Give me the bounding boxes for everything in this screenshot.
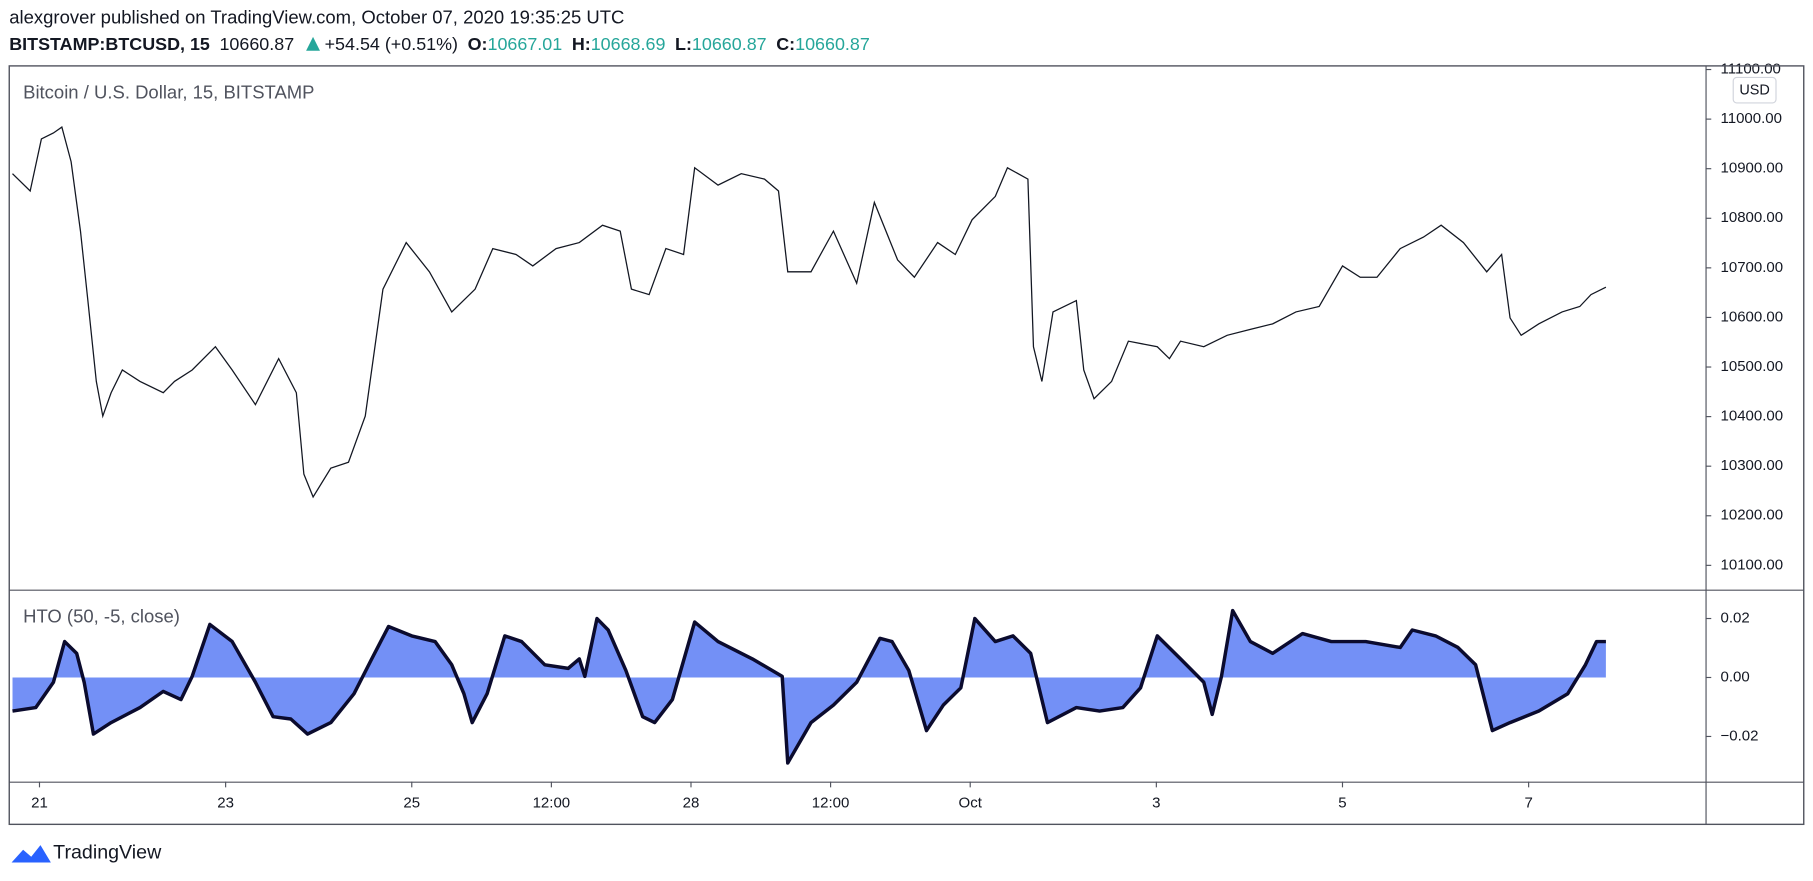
- y-tick-label: 10200.00: [1721, 507, 1784, 524]
- brand[interactable]: TradingView: [53, 841, 162, 863]
- y-tick-label: −0.02: [1721, 727, 1759, 744]
- ohlc-label: O:: [468, 34, 488, 54]
- y-tick-label: 10600.00: [1721, 308, 1784, 325]
- frame: [8, 65, 1805, 826]
- y-tick-label: 0.00: [1721, 668, 1750, 685]
- tradingview-logo[interactable]: TradingView: [11, 841, 163, 863]
- x-tick-label: Oct: [959, 795, 983, 812]
- plot: [12, 126, 1607, 499]
- x-tick-label: 25: [403, 795, 420, 812]
- currency-badge[interactable]: [1732, 76, 1777, 104]
- osc-area: [12, 610, 1606, 763]
- price-pane-title: Bitcoin / U.S. Dollar, 15, BITSTAMP: [23, 82, 314, 103]
- x-tick-label: 7: [1524, 795, 1532, 812]
- currency-label[interactable]: USD: [1739, 83, 1769, 99]
- y-tick-label: 10500.00: [1721, 358, 1784, 375]
- x-tick-label: 21: [31, 795, 48, 812]
- y-tick-label: 11000.00: [1721, 110, 1783, 127]
- ohlc-label: H:: [572, 34, 591, 54]
- logo-icon[interactable]: [11, 845, 51, 863]
- x-tick-label: 12:00: [533, 795, 571, 812]
- y-tick-label: 10300.00: [1721, 457, 1784, 474]
- frame-border: [8, 65, 1805, 826]
- symbol-line: BITSTAMP:BTCUSD, 15 10660.87 +54.54 (+0.…: [9, 34, 870, 54]
- x-tick-label: 3: [1152, 795, 1160, 812]
- x-tick-label: 12:00: [812, 795, 850, 812]
- ohlc-label: C:: [776, 34, 795, 54]
- plot: [12, 608, 1606, 765]
- ohlc-value: 10660.87: [692, 34, 767, 54]
- ohlc-label: L:: [675, 34, 692, 54]
- x-tick-label: 23: [217, 795, 234, 812]
- y-tick-label: 11100.00: [1721, 61, 1781, 78]
- osc-pane-title: HTO (50, -5, close): [23, 605, 180, 626]
- symbol: BITSTAMP:BTCUSD, 15: [9, 34, 210, 54]
- y-tick-label: 10700.00: [1721, 259, 1784, 276]
- ohlc-value: 10660.87: [795, 34, 870, 54]
- y-tick-label: 0.02: [1721, 609, 1750, 626]
- publish-info: alexgrover published on TradingView.com,…: [9, 6, 624, 27]
- last-price: 10660.87: [219, 34, 294, 54]
- osc-line: [12, 608, 1606, 765]
- ohlc-value: 10668.69: [591, 34, 666, 54]
- y-tick-label: 10800.00: [1721, 209, 1784, 226]
- y-tick-label: 10900.00: [1721, 160, 1784, 177]
- up-arrow: [306, 36, 320, 51]
- x-tick-label: 5: [1338, 795, 1346, 812]
- x-tick-label: 28: [683, 795, 700, 812]
- price-line: [12, 126, 1607, 499]
- change: +54.54 (+0.51%): [325, 34, 458, 54]
- y-tick-label: 10400.00: [1721, 408, 1784, 425]
- ohlc-value: 10667.01: [488, 34, 563, 54]
- y-tick-label: 10100.00: [1721, 556, 1784, 573]
